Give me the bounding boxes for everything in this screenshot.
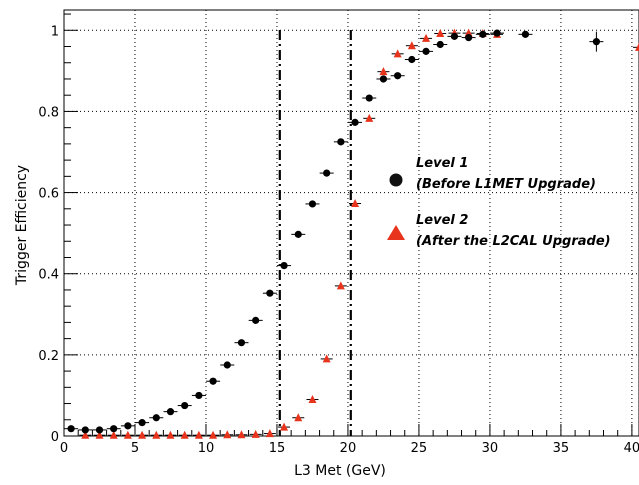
level1-point [351,118,359,126]
level2-point [152,430,161,439]
level1-point [81,426,89,434]
level2-point [265,429,274,438]
level2-point [109,430,118,439]
level2-point [166,430,175,439]
level2-point [635,42,639,51]
level1-point [209,377,217,385]
y-tick-label: 0.4 [38,268,59,283]
level2-point [365,113,374,122]
level1-point [110,425,118,433]
axis-ticks [63,13,633,437]
x-tick-label: 40 [624,441,639,456]
level2-point [194,430,203,439]
legend-label-level2-line2: (After the L2CAL Upgrade) [416,234,611,249]
level2-point [251,429,260,438]
level2-point [209,430,218,439]
legend-marker-level1 [389,173,403,187]
level2-point [81,430,90,439]
level1-point [493,29,501,37]
level2-point [180,430,189,439]
y-tick-label: 1 [51,24,59,39]
level2-point [336,281,345,290]
threshold-lines [278,30,352,436]
level1-point [365,94,373,102]
legend-label-level2-line1: Level 2 [416,213,468,228]
level1-point [294,230,302,238]
legend: Level 1 (Before L1MET Upgrade) Level 2 (… [387,156,611,249]
level2-point [379,67,388,76]
level2-point [322,354,331,363]
y-tick-label: 0.2 [38,349,59,364]
level1-point [237,339,246,347]
x-tick-label: 0 [60,441,68,456]
level2-point [138,430,147,439]
level1-point [252,316,260,324]
level2-point [280,422,289,431]
x-tick-label: 30 [482,441,499,456]
level1-point [450,32,459,40]
level1-point [95,426,104,434]
level2-point [436,29,445,38]
y-tick-label: 0 [51,430,59,445]
level1-point [394,72,402,80]
level1-point [521,30,530,38]
level1-point [592,38,601,46]
x-tick-label: 20 [340,441,357,456]
legend-label-level1-line2: (Before L1MET Upgrade) [416,177,596,192]
level1-point [337,138,345,146]
x-tick-label: 15 [269,441,286,456]
level1-point [436,40,444,49]
y-tick-labels: 0 0.2 0.4 0.6 0.8 1 [38,24,59,445]
level1-point [280,262,288,270]
data-points [64,28,639,439]
y-tick-label: 0.8 [38,105,59,120]
legend-marker-level2 [387,225,405,240]
level1-point [465,33,473,42]
level2-point [95,430,104,439]
y-tick-label: 0.6 [38,187,59,202]
level1-point [223,361,231,369]
level1-point [422,47,430,55]
x-tick-label: 25 [411,441,428,456]
x-tick-labels: 0 5 10 15 20 25 30 35 40 [60,441,639,456]
level2-point [422,33,431,42]
level1-point [195,391,203,400]
level2-point [237,430,246,439]
level1-point [323,169,331,177]
level2-point [308,394,317,403]
grid-lines [64,10,639,436]
level1-point [379,75,388,83]
x-axis-title: L3 Met (GeV) [294,463,386,479]
level2-point [351,199,360,208]
level2-point [123,430,132,439]
level1-point [479,30,487,38]
level1-point [152,414,160,422]
level1-point [166,408,175,416]
legend-label-level1-line1: Level 1 [416,156,468,171]
level2-point [223,430,232,439]
level2-point [407,41,416,50]
level1-point [181,401,189,410]
level1-point [266,289,274,297]
level2-point [393,49,402,58]
y-axis-title: Trigger Efficiency [14,165,30,286]
x-tick-label: 10 [198,441,215,456]
x-tick-label: 35 [553,441,570,456]
level1-point [124,422,132,430]
level1-point [67,425,75,433]
x-tick-label: 5 [131,441,139,456]
level1-point [408,55,416,64]
level1-point [138,419,146,427]
level2-point [294,413,303,422]
level1-point [308,200,317,208]
